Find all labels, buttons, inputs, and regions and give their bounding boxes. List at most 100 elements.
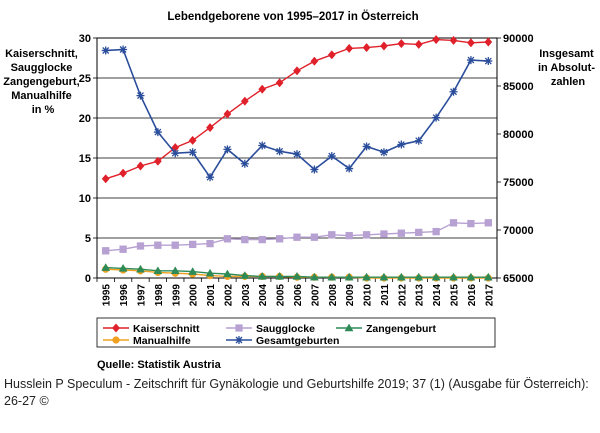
y-tick-label-left: 5 <box>85 233 91 245</box>
data-point-zangengeburt <box>309 272 319 281</box>
data-point-saugglocke <box>171 241 179 249</box>
data-point-kaiserschnitt <box>101 174 110 184</box>
data-point-zangengeburt <box>466 272 476 281</box>
data-point-saugglocke <box>136 242 145 250</box>
data-point-zangengeburt <box>327 272 337 281</box>
data-point-kaiserschnitt <box>362 43 371 53</box>
data-point-saugglocke <box>362 231 371 239</box>
x-tick-label: 1995 <box>102 284 113 307</box>
data-point-gesamtgeburten <box>240 159 249 168</box>
data-point-gesamtgeburten <box>171 149 180 158</box>
y-tick-label-right: 85000 <box>503 81 534 93</box>
y-tick-label-right: 65000 <box>503 273 534 285</box>
legend-box <box>96 317 496 348</box>
legend-label: Saugglocke <box>256 323 315 335</box>
x-tick-label: 2004 <box>258 284 269 307</box>
data-point-kaiserschnitt <box>327 50 336 60</box>
x-tick-label: 1996 <box>119 284 130 307</box>
data-point-kaiserschnitt <box>153 156 162 166</box>
data-point-zangengeburt <box>118 263 128 272</box>
x-tick-label: 2016 <box>467 284 478 307</box>
data-point-saugglocke <box>310 233 319 241</box>
legend-marker <box>235 336 243 344</box>
data-point-saugglocke <box>206 239 214 248</box>
x-tick-label: 2014 <box>432 284 443 307</box>
y-tick-label-right: 75000 <box>503 177 534 189</box>
data-point-gesamtgeburten <box>206 173 215 182</box>
data-point-kaiserschnitt <box>275 78 284 88</box>
y-tick-label-right: 80000 <box>503 129 534 141</box>
data-point-gesamtgeburten <box>466 56 475 65</box>
data-point-kaiserschnitt <box>345 43 354 53</box>
data-point-saugglocke <box>241 235 249 244</box>
data-point-zangengeburt <box>188 267 198 275</box>
data-point-saugglocke <box>397 229 405 237</box>
data-point-kaiserschnitt <box>466 38 475 48</box>
x-tick-label: 2005 <box>276 284 287 307</box>
data-point-kaiserschnitt <box>310 56 319 66</box>
data-point-saugglocke <box>380 230 388 238</box>
data-point-kaiserschnitt <box>293 66 301 76</box>
data-point-zangengeburt <box>223 269 232 278</box>
y-tick-label-left: 20 <box>79 113 91 125</box>
data-point-zangengeburt <box>292 271 302 280</box>
data-point-saugglocke <box>293 233 301 241</box>
data-point-gesamtgeburten <box>101 46 110 55</box>
legend-marker <box>112 323 120 333</box>
x-tick-label: 2017 <box>484 284 495 307</box>
x-tick-label: 2012 <box>397 284 408 307</box>
right-axis-label-line: in Absolut- <box>538 62 595 74</box>
data-point-saugglocke <box>119 245 127 253</box>
data-point-kaiserschnitt <box>397 39 406 49</box>
data-point-saugglocke <box>223 235 232 243</box>
x-tick-label: 1997 <box>136 284 147 307</box>
data-point-kaiserschnitt <box>484 37 493 47</box>
data-point-gesamtgeburten <box>310 165 319 174</box>
data-point-zangengeburt <box>136 264 145 273</box>
legend-marker <box>112 336 120 344</box>
legend-marker <box>235 324 243 332</box>
data-point-gesamtgeburten <box>397 140 406 149</box>
data-point-zangengeburt <box>449 272 458 281</box>
x-tick-label: 2007 <box>310 284 321 307</box>
data-point-saugglocke <box>275 235 284 243</box>
x-tick-label: 2002 <box>223 284 234 307</box>
data-point-saugglocke <box>484 219 492 227</box>
data-point-kaiserschnitt <box>223 109 232 119</box>
source-note: Quelle: Statistik Austria <box>97 359 222 371</box>
data-point-kaiserschnitt <box>188 135 197 145</box>
chart-title: Lebendgeborene von 1995–2017 in Österrei… <box>167 10 418 23</box>
data-point-gesamtgeburten <box>362 142 371 151</box>
data-point-zangengeburt <box>483 272 493 281</box>
data-point-zangengeburt <box>275 271 285 280</box>
y-tick-label-left: 15 <box>79 153 91 165</box>
data-point-kaiserschnitt <box>119 168 128 178</box>
data-point-saugglocke <box>449 219 458 227</box>
left-axis-label-line: Saugglocke <box>11 62 73 74</box>
data-point-kaiserschnitt <box>240 96 249 106</box>
right-axis-label-line: zahlen <box>551 76 586 88</box>
legend-label: Zangengeburt <box>366 323 437 335</box>
data-point-zangengeburt <box>257 271 267 280</box>
data-point-zangengeburt <box>101 263 111 271</box>
data-point-zangengeburt <box>153 266 163 275</box>
data-point-gesamtgeburten <box>327 152 336 161</box>
data-point-saugglocke <box>345 231 353 240</box>
data-point-kaiserschnitt <box>414 39 423 49</box>
y-tick-label-left: 30 <box>79 33 91 45</box>
x-tick-label: 2003 <box>241 284 252 307</box>
data-point-zangengeburt <box>344 272 354 281</box>
data-point-saugglocke <box>189 240 197 249</box>
legend-marker <box>344 323 354 332</box>
data-point-zangengeburt <box>205 268 215 277</box>
x-tick-label: 2013 <box>415 284 426 307</box>
data-point-saugglocke <box>432 227 440 236</box>
right-axis-label-line: Insgesamt <box>539 48 594 60</box>
data-point-zangengeburt <box>431 272 441 281</box>
data-point-gesamtgeburten <box>119 45 128 54</box>
plot-area: 0 5 10 15 20 25 30 65000 70000 75000 80000 85000 900… <box>79 33 534 306</box>
data-point-gesamtgeburten <box>414 136 423 145</box>
legend-label: Manualhilfe <box>133 335 191 347</box>
x-tick-label: 2009 <box>345 284 356 307</box>
figure-caption: Husslein P Speculum - Zeitschrift für Gy… <box>4 377 589 408</box>
